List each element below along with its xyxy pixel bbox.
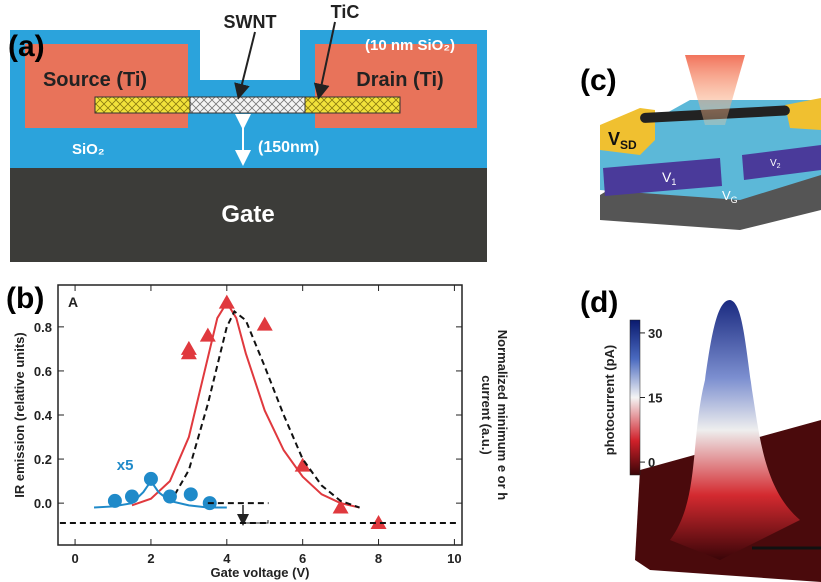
data-point (184, 487, 198, 501)
annotation: x5 (117, 457, 134, 474)
panel-label: (b) (6, 282, 44, 315)
label: (150nm) (258, 139, 319, 156)
surface-peak (670, 300, 800, 560)
colorbar-tick-label: 30 (648, 326, 662, 341)
x-tick-label: 10 (447, 551, 461, 566)
label-sub: 1 (671, 177, 676, 187)
x-tick-label: 4 (223, 551, 231, 566)
right-label: Normalized minimum e or h (495, 330, 510, 501)
y-tick-label: 0.6 (34, 364, 52, 379)
label-base: V (608, 129, 620, 149)
panel-d: (d) photocurrent (pA) 0 15 30 (580, 286, 821, 582)
panel-label: (a) (8, 30, 45, 63)
tic-contact (95, 97, 190, 113)
colorbar-tick-label: 0 (648, 455, 655, 470)
x-tick-label: 0 (71, 551, 78, 566)
annotation: A (68, 294, 78, 310)
fit-line (132, 303, 360, 508)
panel-c: (c) VSD V1 V2 VG (580, 55, 821, 230)
label-sub: SD (620, 138, 637, 152)
data-point (257, 317, 273, 331)
colorbar (630, 320, 640, 475)
data-point (125, 490, 139, 504)
label: Drain (Ti) (356, 69, 443, 91)
x-tick-label: 2 (147, 551, 154, 566)
label-sub: 2 (777, 163, 781, 170)
data-point (144, 472, 158, 486)
tic-contact (305, 97, 400, 113)
colorbar-label: photocurrent (pA) (602, 345, 617, 455)
nanotube (190, 97, 305, 113)
panel-label: (d) (580, 286, 618, 319)
y-tick-label: 0.2 (34, 452, 52, 467)
y-axis-label: IR emission (relative units) (12, 332, 27, 497)
label: Gate (221, 201, 274, 228)
y-tick-label: 0.4 (34, 408, 53, 423)
colorbar-tick-label: 15 (648, 391, 662, 406)
x-tick-label: 6 (299, 551, 306, 566)
label: TiC (331, 2, 360, 22)
label: Source (Ti) (43, 69, 147, 91)
label: SiO₂ (72, 141, 105, 158)
y-tick-label: 0.0 (34, 496, 52, 511)
panel-a: (a) SWNT TiC (10 nm SiO₂) Source (Ti) Dr… (8, 2, 487, 262)
y-tick-label: 0.8 (34, 320, 52, 335)
label: SWNT (224, 12, 277, 32)
label-base: V (722, 188, 731, 203)
right-label: current (a.u.) (479, 375, 494, 454)
x-tick-label: 8 (375, 551, 382, 566)
panel-label: (c) (580, 64, 617, 97)
panel-b: (b) Gate voltage (V) IR emission (relati… (6, 282, 510, 580)
label-sub: G (731, 195, 738, 205)
label: (10 nm SiO₂) (365, 37, 455, 54)
x-axis-label: Gate voltage (V) (211, 565, 310, 580)
figure: (a) SWNT TiC (10 nm SiO₂) Source (Ti) Dr… (0, 0, 821, 582)
